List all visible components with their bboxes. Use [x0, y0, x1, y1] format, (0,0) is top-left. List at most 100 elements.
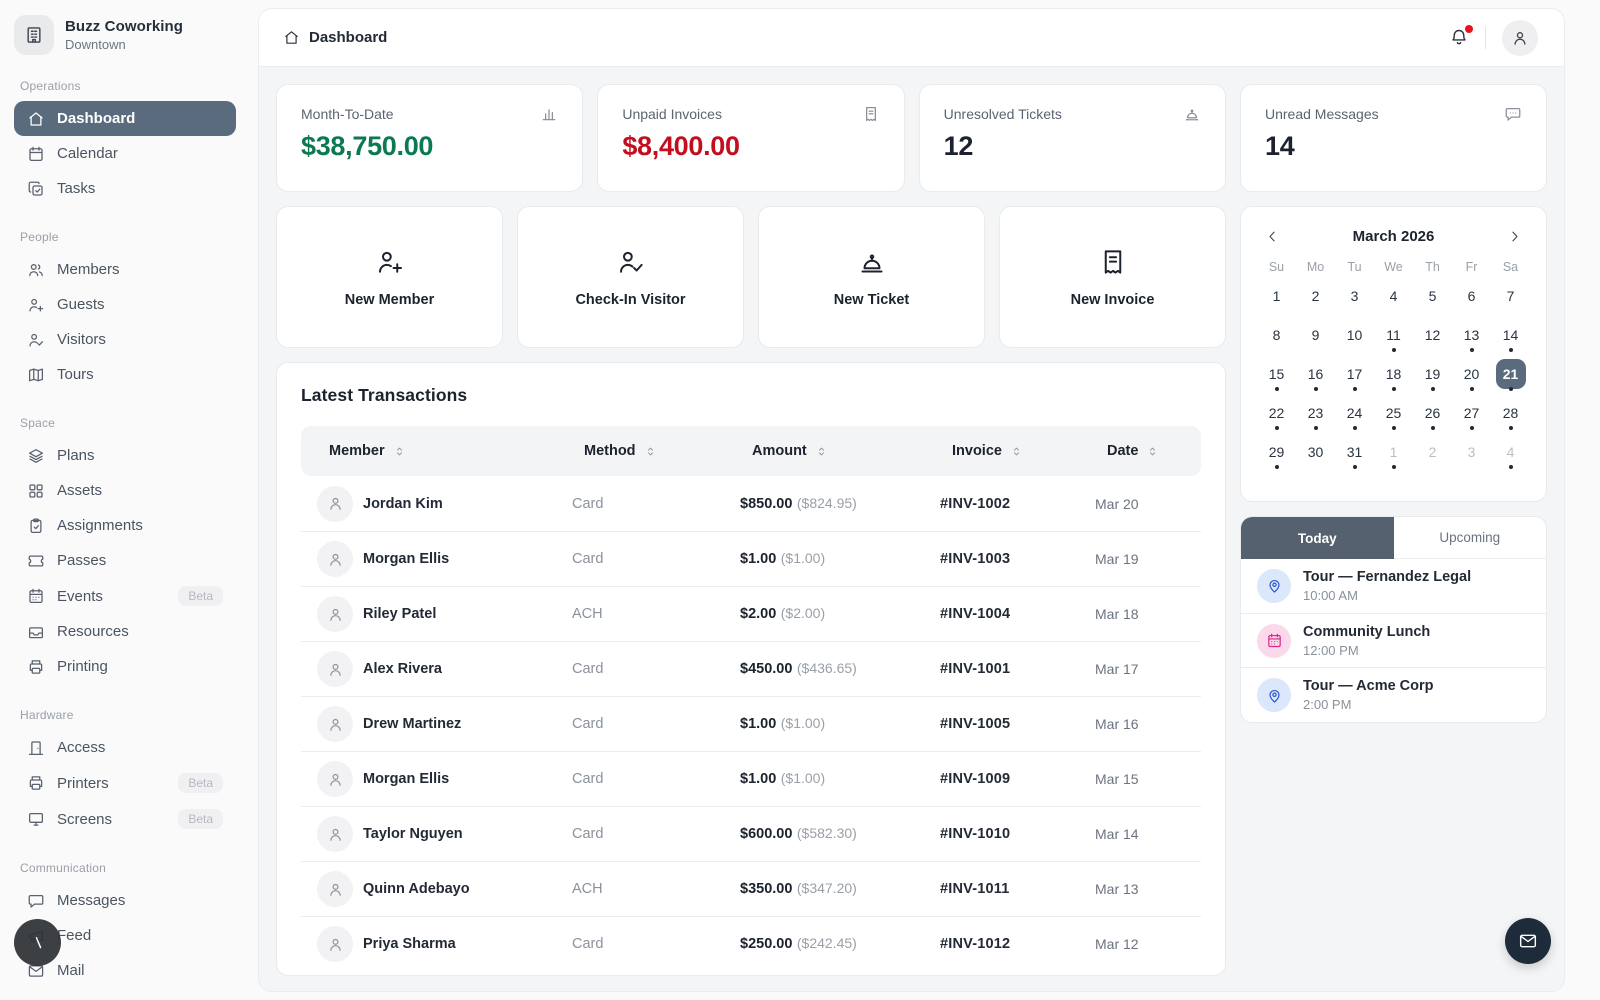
- transaction-row[interactable]: Alex Rivera Card $450.00 ($436.65) #INV-…: [301, 641, 1201, 696]
- calendar-day[interactable]: 7: [1491, 276, 1530, 315]
- calendar-day[interactable]: 10: [1335, 315, 1374, 354]
- calendar-day-number: 27: [1463, 404, 1480, 421]
- beta-badge: Beta: [178, 809, 223, 829]
- calendar-prev-button[interactable]: [1263, 227, 1282, 246]
- sidebar-item[interactable]: Plans: [14, 438, 236, 473]
- calendar-day[interactable]: 2: [1296, 276, 1335, 315]
- event-item[interactable]: Tour — Acme Corp 2:00 PM: [1241, 667, 1546, 722]
- column-header[interactable]: Amount: [752, 443, 952, 459]
- sidebar-item[interactable]: Tours: [14, 357, 236, 392]
- calendar-day[interactable]: 1: [1257, 276, 1296, 315]
- column-header[interactable]: Method: [584, 443, 752, 459]
- sidebar-item[interactable]: Assets: [14, 473, 236, 508]
- sidebar-item[interactable]: Assignments: [14, 508, 236, 543]
- sidebar-item[interactable]: Printing: [14, 649, 236, 684]
- calendar-day[interactable]: 31: [1335, 432, 1374, 471]
- calendar-day[interactable]: 17: [1335, 354, 1374, 393]
- events-tab[interactable]: Upcoming: [1393, 517, 1546, 559]
- quick-action-button[interactable]: Check-In Visitor: [517, 206, 744, 348]
- quick-action-button[interactable]: New Ticket: [758, 206, 985, 348]
- calendar-day[interactable]: 29: [1257, 432, 1296, 471]
- calendar-day[interactable]: 30: [1296, 432, 1335, 471]
- calendar-day[interactable]: 20: [1452, 354, 1491, 393]
- transaction-row[interactable]: Morgan Ellis Card $1.00 ($1.00) #INV-100…: [301, 531, 1201, 586]
- calendar-day[interactable]: 11: [1374, 315, 1413, 354]
- calendar-day[interactable]: 1: [1374, 432, 1413, 471]
- transaction-row[interactable]: Quinn Adebayo ACH $350.00 ($347.20) #INV…: [301, 861, 1201, 916]
- member-avatar: [317, 651, 353, 687]
- sidebar-item[interactable]: Tasks: [14, 171, 236, 206]
- quick-action-button[interactable]: New Member: [276, 206, 503, 348]
- nav-section-label: People: [20, 230, 59, 244]
- sidebar-item[interactable]: Resources: [14, 614, 236, 649]
- sidebar-item[interactable]: Printers Beta: [14, 765, 236, 801]
- calendar-day[interactable]: 27: [1452, 393, 1491, 432]
- calendar-day[interactable]: 4: [1491, 432, 1530, 471]
- calendar-day[interactable]: 24: [1335, 393, 1374, 432]
- sidebar-item[interactable]: Events Beta: [14, 578, 236, 614]
- person-icon: [327, 551, 344, 568]
- org-switcher[interactable]: Buzz Coworking Downtown: [14, 15, 236, 55]
- calendar-day[interactable]: 15: [1257, 354, 1296, 393]
- sidebar-item[interactable]: Screens Beta: [14, 801, 236, 837]
- sidebar-item[interactable]: Dashboard: [14, 101, 236, 136]
- notifications-button[interactable]: [1449, 24, 1473, 48]
- column-header[interactable]: Date: [1107, 443, 1201, 459]
- calendar-day[interactable]: 4: [1374, 276, 1413, 315]
- calendar-day[interactable]: 23: [1296, 393, 1335, 432]
- sidebar-item[interactable]: Mail: [14, 953, 236, 988]
- calendar-day[interactable]: 3: [1452, 432, 1491, 471]
- calendar-day[interactable]: 6: [1452, 276, 1491, 315]
- transaction-row[interactable]: Priya Sharma Card $250.00 ($242.45) #INV…: [301, 916, 1201, 971]
- column-header[interactable]: Invoice: [952, 443, 1107, 459]
- transaction-row[interactable]: Drew Martinez Card $1.00 ($1.00) #INV-10…: [301, 696, 1201, 751]
- mail-fab-button[interactable]: [1505, 918, 1551, 964]
- sidebar-item[interactable]: Calendar: [14, 136, 236, 171]
- calendar-day[interactable]: 3: [1335, 276, 1374, 315]
- events-tab[interactable]: Today: [1241, 517, 1394, 559]
- calendar-day[interactable]: 8: [1257, 315, 1296, 354]
- calendar-day[interactable]: 22: [1257, 393, 1296, 432]
- calendar-day[interactable]: 16: [1296, 354, 1335, 393]
- transactions-title: Latest Transactions: [301, 385, 468, 405]
- calendar-day[interactable]: 25: [1374, 393, 1413, 432]
- sidebar-item[interactable]: Members: [14, 252, 236, 287]
- calendar-day[interactable]: 21: [1491, 354, 1530, 393]
- calendar-day[interactable]: 13: [1452, 315, 1491, 354]
- calendar-next-button[interactable]: [1505, 227, 1524, 246]
- transaction-row[interactable]: Riley Patel ACH $2.00 ($2.00) #INV-1004 …: [301, 586, 1201, 641]
- calendar-day[interactable]: 14: [1491, 315, 1530, 354]
- event-item[interactable]: Community Lunch 12:00 PM: [1241, 612, 1546, 668]
- calendar-day[interactable]: 2: [1413, 432, 1452, 471]
- calendar-day[interactable]: 19: [1413, 354, 1452, 393]
- transaction-row[interactable]: Morgan Ellis Card $1.00 ($1.00) #INV-100…: [301, 751, 1201, 806]
- transaction-row[interactable]: Taylor Nguyen Card $600.00 ($582.30) #IN…: [301, 806, 1201, 861]
- transactions-body: Jordan Kim Card $850.00 ($824.95) #INV-1…: [301, 476, 1201, 971]
- calendar-day[interactable]: 26: [1413, 393, 1452, 432]
- stat-card: Unpaid Invoices $8,400.00: [597, 84, 905, 192]
- sidebar-item[interactable]: Messages: [14, 883, 236, 918]
- quick-action-button[interactable]: New Invoice: [999, 206, 1226, 348]
- transaction-date: Mar 12: [1095, 936, 1139, 952]
- mail-icon: [1518, 931, 1538, 951]
- calendar-day-number: 14: [1502, 326, 1519, 343]
- transaction-date: Mar 19: [1095, 551, 1139, 567]
- sidebar-item-label: Tasks: [57, 180, 96, 197]
- calendar-day[interactable]: 5: [1413, 276, 1452, 315]
- cursor-indicator-button[interactable]: [14, 919, 61, 966]
- calendar-day[interactable]: 9: [1296, 315, 1335, 354]
- calendar-day[interactable]: 28: [1491, 393, 1530, 432]
- sidebar-item[interactable]: Passes: [14, 543, 236, 578]
- sidebar-item[interactable]: Guests: [14, 287, 236, 322]
- sidebar-item[interactable]: Access: [14, 730, 236, 765]
- sidebar-item[interactable]: Feed: [14, 918, 236, 953]
- event-item[interactable]: Tour — Fernandez Legal 10:00 AM: [1241, 559, 1546, 613]
- column-header[interactable]: Member: [329, 443, 584, 459]
- sidebar-item[interactable]: Visitors: [14, 322, 236, 357]
- calendar-day-number: 18: [1385, 365, 1402, 382]
- user-menu-button[interactable]: [1502, 19, 1538, 56]
- amount-net: ($824.95): [796, 494, 857, 511]
- transaction-row[interactable]: Jordan Kim Card $850.00 ($824.95) #INV-1…: [301, 476, 1201, 531]
- calendar-day[interactable]: 12: [1413, 315, 1452, 354]
- calendar-day[interactable]: 18: [1374, 354, 1413, 393]
